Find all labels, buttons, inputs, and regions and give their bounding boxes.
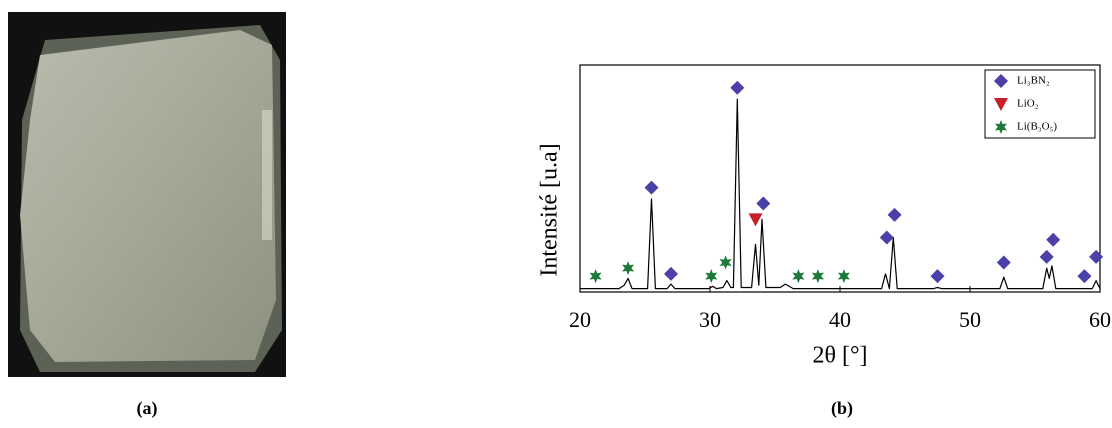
caption: (b) — [831, 398, 853, 419]
marker — [748, 213, 763, 227]
chart: Intensité [u.a] 2θ [°] (b) — [537, 64, 1101, 419]
x-tick-label: 60 — [1089, 307, 1111, 332]
marker — [1039, 249, 1054, 264]
x-tick-label: 20 — [569, 307, 591, 332]
marker — [644, 180, 659, 195]
marker — [837, 269, 850, 284]
legend-marker — [994, 120, 1008, 134]
caption: (a) — [137, 398, 158, 419]
marker — [1077, 269, 1092, 284]
legend-label: Li₃BN₂ — [1017, 75, 1050, 87]
scale-bar — [348, 350, 423, 356]
xrd-trace — [580, 98, 1101, 290]
photo-highlight — [262, 110, 272, 240]
marker — [730, 80, 745, 95]
marker — [879, 230, 894, 245]
y-axis-label: Intensité [u.a] — [537, 143, 563, 276]
scale-bar-label: 1 mm — [374, 361, 397, 371]
marker — [589, 269, 602, 284]
x-tick-label: 50 — [959, 307, 981, 332]
marker — [1089, 249, 1104, 264]
marker — [887, 207, 902, 222]
legend-marker — [994, 98, 1008, 111]
legend-label: Li(B₃O₅) — [1017, 121, 1057, 133]
marker — [756, 196, 771, 211]
x-tick-label: 40 — [829, 307, 851, 332]
legend-label: LiO₂ — [1017, 98, 1039, 110]
x-axis-label: 2θ [°] — [812, 343, 867, 369]
marker — [811, 269, 824, 284]
marker — [792, 269, 805, 284]
marker — [930, 269, 945, 284]
photo-sample — [20, 30, 276, 362]
marker — [622, 261, 635, 276]
marker — [719, 255, 732, 270]
marker — [664, 266, 678, 281]
marker — [996, 255, 1011, 270]
marker — [705, 269, 718, 284]
legend-marker — [994, 74, 1008, 88]
photo-panel: 1 mm (a) — [8, 12, 423, 419]
x-tick-label: 30 — [699, 307, 721, 332]
marker — [1046, 232, 1061, 247]
